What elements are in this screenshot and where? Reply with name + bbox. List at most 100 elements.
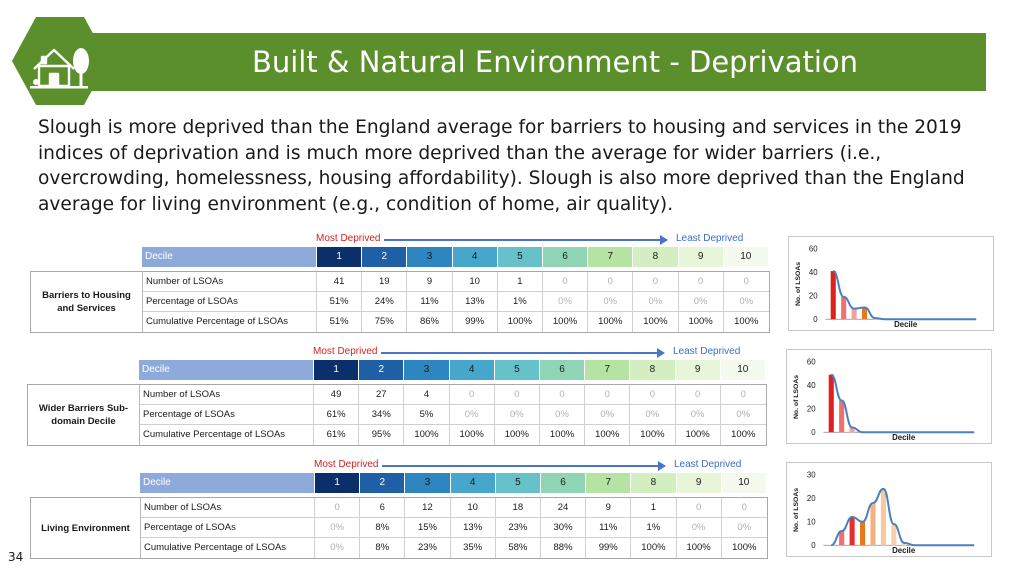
least-deprived-label: Least Deprived [674, 459, 742, 470]
decile-cell-7: 7 [585, 473, 631, 493]
table-cell: 0% [630, 405, 676, 424]
table-cell: 51% [317, 312, 363, 332]
row-label: Number of LSOAs [140, 385, 314, 404]
page-number: 34 [8, 550, 24, 564]
table-cell: 23% [405, 538, 451, 558]
table-cell: 0 [677, 498, 722, 517]
most-deprived-label: Most Deprived [313, 346, 378, 357]
decile-cell-10: 10 [722, 247, 768, 267]
decile-cell-2: 2 [359, 473, 405, 493]
bar-decile-3 [851, 308, 857, 320]
table-cell: 88% [541, 538, 587, 558]
y-tick-label: 10 [807, 518, 816, 527]
table-cell: 0 [630, 385, 676, 404]
table-cell: 9 [586, 498, 632, 517]
table-cell: 1 [631, 498, 677, 517]
table-rows: Number of LSOAs 49 27 4 0 0 0 0 0 0 0 Percentage of… [140, 385, 766, 445]
table-cell: 19 [362, 272, 408, 291]
row-label: Cumulative Percentage of LSOAs [141, 538, 315, 558]
table-cell: 1% [498, 292, 543, 311]
table-cell: 100% [495, 425, 540, 445]
table-cell: 0% [677, 518, 722, 537]
decile-cell-10: 10 [719, 360, 765, 380]
table-cell: 1% [631, 518, 677, 537]
decile-cell-4: 4 [451, 247, 497, 267]
table-cell: 100% [588, 312, 634, 332]
table-row: Number of LSOAs 49 27 4 0 0 0 0 0 0 0 [140, 385, 766, 405]
table-cell: 0% [739, 296, 754, 307]
decile-header: Decile [139, 360, 313, 380]
table-cell: 18 [496, 498, 541, 517]
table-cell: 27 [359, 385, 405, 404]
decile-header: Decile [140, 473, 314, 493]
decile-header-row: Decile 1 2 3 4 5 6 7 8 9 10 [139, 360, 765, 380]
row-label: Percentage of LSOAs [141, 518, 315, 537]
table-cell: 61% [314, 425, 360, 445]
table-cell: 100% [676, 425, 721, 445]
bar-decile-7 [891, 524, 897, 546]
bar-decile-4 [860, 521, 866, 546]
most-deprived-label: Most Deprived [314, 459, 379, 470]
table-cell: 99% [453, 312, 498, 332]
table-row: Number of LSOAs 0 6 12 10 18 24 9 1 0 0 [141, 498, 767, 518]
table-cell: 13% [453, 292, 498, 311]
table-cell: 0% [633, 292, 679, 311]
least-deprived-label: Least Deprived [673, 346, 741, 357]
indicator-title: Barriers to Housing and Services [31, 272, 143, 332]
table-cell: 86% [407, 312, 453, 332]
decile-cell-10: 10 [720, 473, 766, 493]
table-cell: 1 [498, 272, 543, 291]
table-cell: 0% [315, 518, 361, 537]
y-axis-label: No. of LSOAs [795, 262, 802, 306]
decile-cell-6: 6 [538, 360, 585, 380]
y-tick-label: 0 [813, 315, 818, 324]
decile-cell-3: 3 [404, 473, 450, 493]
table-cell: 100% [404, 425, 450, 445]
title-bar: Built & Natural Environment - Deprivatio… [88, 33, 986, 91]
x-axis-label: Decile [892, 433, 916, 442]
table-cell: 100% [732, 542, 757, 553]
x-axis-label: Decile [892, 546, 916, 555]
least-deprived-label: Least Deprived [676, 233, 744, 244]
table-cell: 51% [317, 292, 363, 311]
indicator-table: Living Environment Number of LSOAs 0 6 12 10 1… [30, 497, 768, 559]
bar-decile-1 [830, 271, 836, 320]
bar-decile-3 [849, 517, 855, 546]
y-tick-label: 0 [811, 428, 816, 437]
table-cell: 58% [496, 538, 541, 558]
table-cell: 0 [585, 385, 631, 404]
decile-cell-1: 1 [313, 360, 359, 380]
deprivation-arrow [384, 235, 668, 245]
bar-decile-2 [839, 531, 845, 546]
bar-decile-4 [862, 307, 868, 320]
table-cell: 100% [543, 312, 589, 332]
house-tree-icon [12, 17, 108, 105]
table-rows: Number of LSOAs 0 6 12 10 18 24 9 1 0 0 Percentage … [141, 498, 767, 558]
table-cell: 0% [495, 405, 540, 424]
table-cell: 0% [676, 405, 721, 424]
trend-line [832, 270, 977, 321]
y-tick-label: 40 [807, 381, 816, 390]
decile-cell-7: 7 [587, 247, 633, 267]
decile-header: Decile [142, 247, 316, 267]
decile-cell-9: 9 [675, 473, 721, 493]
bar-decile-8 [901, 542, 907, 546]
y-tick-label: 0 [811, 541, 816, 550]
decile-cell-8: 8 [630, 473, 676, 493]
table-cell: 0 [741, 502, 747, 513]
table-row: Cumulative Percentage of LSOAs 61% 95% 100%… [140, 425, 766, 445]
table-cell: 0% [315, 538, 361, 558]
table-cell: 100% [630, 425, 676, 445]
table-cell: 100% [679, 312, 724, 332]
table-cell: 0 [740, 389, 746, 400]
decile-cell-5: 5 [496, 247, 542, 267]
indicator-table: Wider Barriers Sub-domain Decile Number o… [27, 384, 767, 446]
page-title: Built & Natural Environment - Deprivatio… [251, 45, 859, 79]
table-cell: 11% [407, 292, 453, 311]
decile-header-row: Decile 1 2 3 4 5 6 7 8 9 10 [142, 247, 768, 267]
table-cell: 100% [498, 312, 543, 332]
y-tick-label: 20 [807, 494, 816, 503]
y-tick-label: 20 [809, 292, 818, 301]
most-deprived-label: Most Deprived [316, 233, 381, 244]
table-row: Cumulative Percentage of LSOAs 51% 75% 86% 9… [143, 312, 769, 332]
